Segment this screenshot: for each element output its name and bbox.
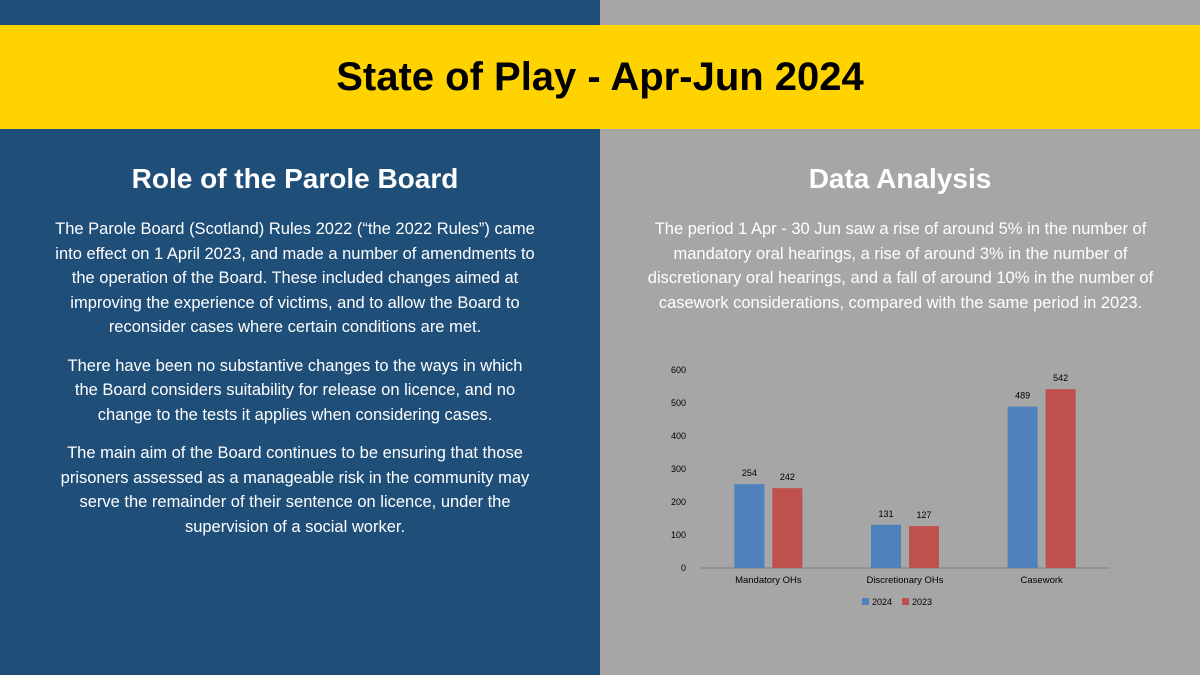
bar-2024: [1007, 406, 1038, 568]
y-tick-label: 100: [671, 530, 686, 540]
category-label: Casework: [1021, 575, 1063, 586]
paragraph-no-changes: There have been no substantive changes t…: [67, 356, 523, 424]
paragraph-rules: The Parole Board (Scotland) Rules 2022 (…: [55, 220, 535, 336]
data-label: 131: [878, 509, 893, 519]
data-label: 127: [916, 510, 931, 520]
y-tick-label: 400: [671, 431, 686, 441]
legend-label-2023: 2023: [912, 597, 932, 607]
legend-swatch-2024: [862, 598, 869, 605]
data-label: 489: [1015, 391, 1030, 401]
y-tick-label: 500: [671, 398, 686, 408]
y-tick-label: 200: [671, 497, 686, 507]
bar-chart: 0 100 200 300 400 500 600 254 242 Mandatory OHs 13…: [640, 355, 1140, 625]
legend-swatch-2023: [902, 598, 909, 605]
data-label: 542: [1053, 373, 1068, 383]
bar-2024: [871, 524, 901, 568]
bar-2024: [734, 484, 765, 568]
legend-label-2024: 2024: [872, 597, 892, 607]
bar-2023: [1045, 389, 1076, 568]
bar-2023: [772, 488, 803, 568]
slide-title: State of Play - Apr-Jun 2024: [336, 54, 864, 99]
left-heading: Role of the Parole Board: [131, 163, 459, 194]
category-label: Mandatory OHs: [735, 575, 802, 586]
title-banner: State of Play - Apr-Jun 2024: [0, 25, 1200, 129]
analysis-summary: The period 1 Apr - 30 Jun saw a rise of …: [647, 220, 1154, 312]
right-heading: Data Analysis: [808, 163, 992, 194]
category-label: Discretionary OHs: [866, 575, 943, 586]
paragraph-main-aim: The main aim of the Board continues to b…: [60, 444, 530, 536]
y-tick-label: 0: [681, 563, 686, 573]
bar-2023: [909, 526, 939, 568]
data-label: 242: [780, 472, 795, 482]
left-body: The Parole Board (Scotland) Rules 2022 (…: [55, 217, 535, 553]
data-label: 254: [742, 468, 757, 478]
bar-chart-svg: 0 100 200 300 400 500 600 254 242 Mandatory OHs 13…: [671, 365, 1110, 607]
y-tick-label: 300: [671, 464, 686, 474]
y-tick-label: 600: [671, 365, 686, 375]
